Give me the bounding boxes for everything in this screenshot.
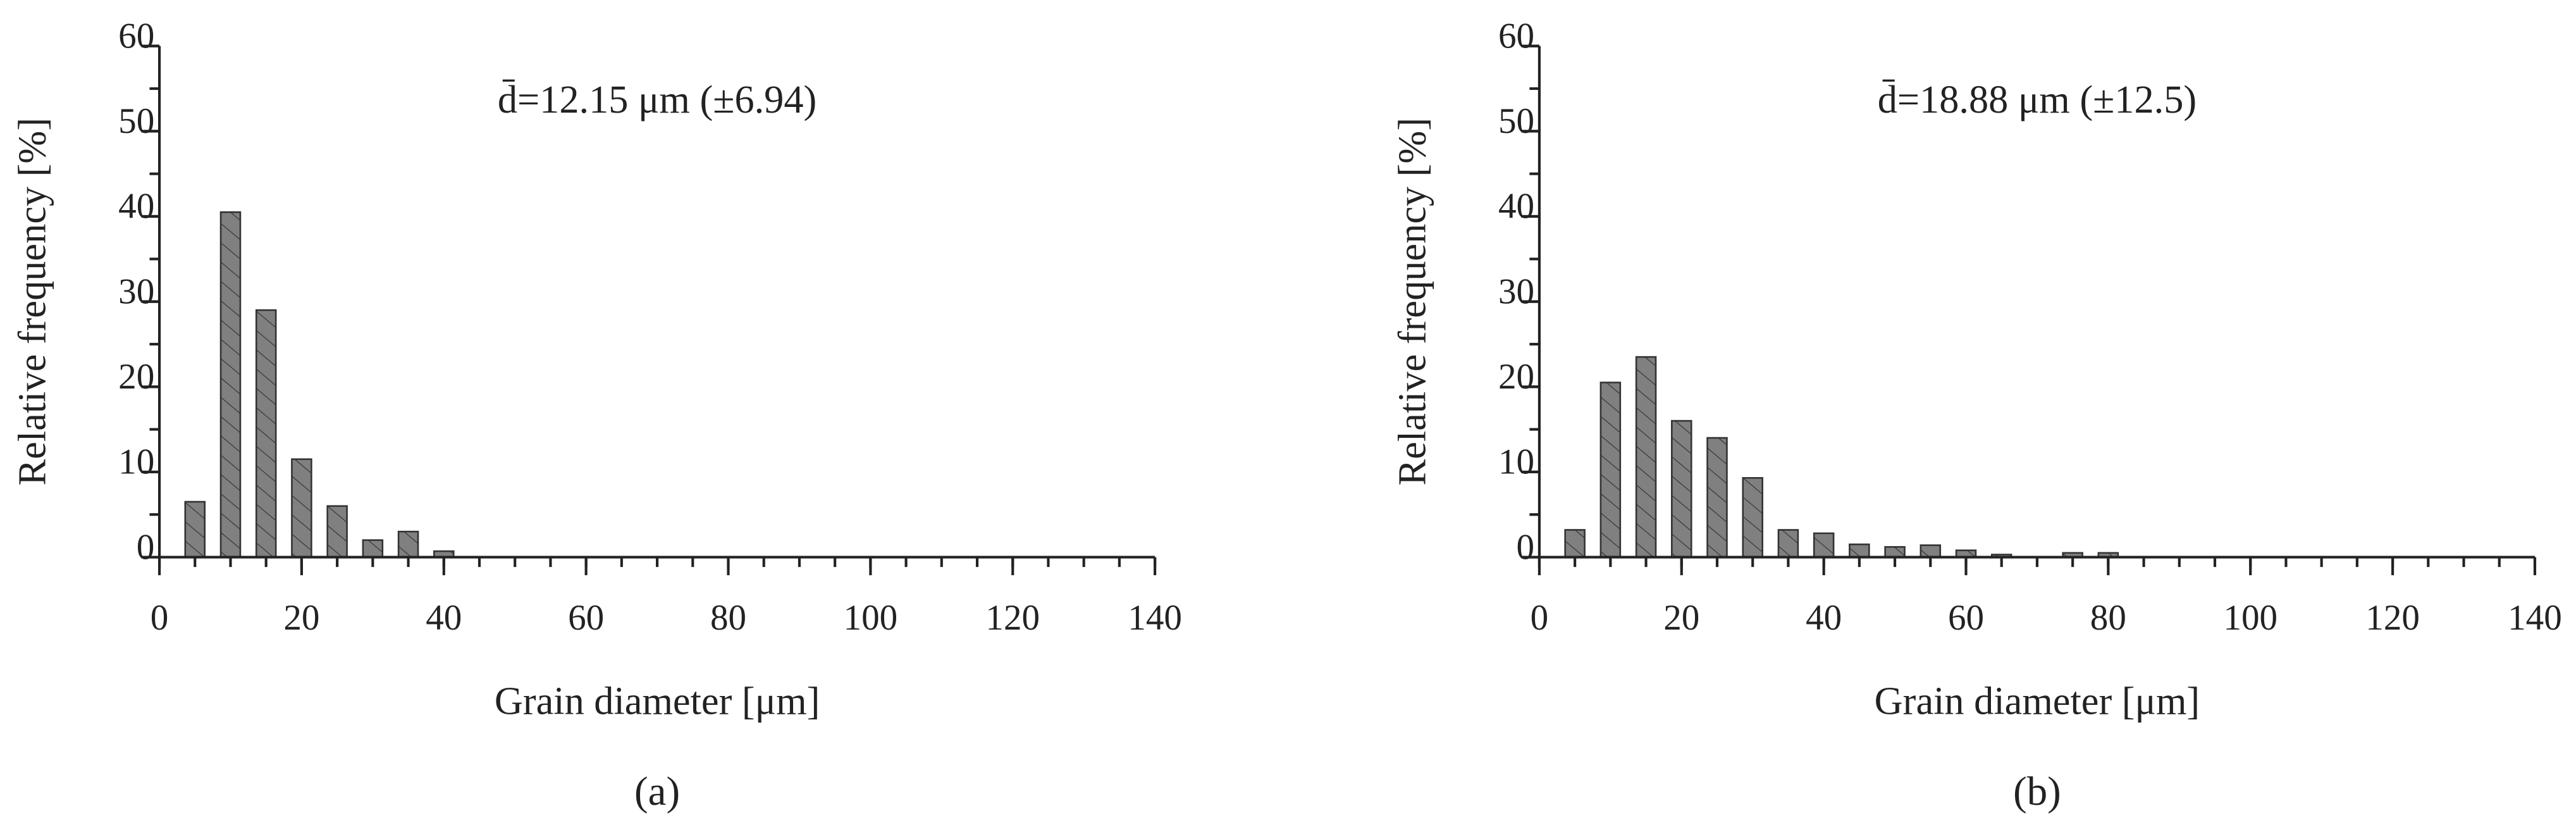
bar-hatch	[1565, 530, 1585, 557]
x-axis-label: Grain diameter [μm]	[495, 680, 820, 723]
bar-hatch	[292, 459, 312, 557]
bar-hatch	[362, 540, 383, 557]
y-tick-label: 30	[118, 271, 154, 311]
bar-hatch	[1600, 382, 1620, 557]
x-tick-label: 120	[2365, 598, 2420, 638]
bar-hatch	[1672, 421, 1692, 557]
y-tick-label: 0	[1517, 527, 1535, 567]
y-axis-label: Relative frequency [%]	[11, 118, 54, 485]
y-tick-label: 20	[1498, 357, 1534, 397]
x-tick-label: 140	[2508, 598, 2562, 638]
y-tick-label: 60	[118, 16, 154, 56]
x-tick-label: 40	[1806, 598, 1842, 638]
bar-hatch	[327, 506, 347, 557]
bar-hatch	[1885, 547, 1905, 557]
panel-label: (b)	[2013, 769, 2061, 814]
bar-hatch	[1849, 544, 1870, 557]
x-tick-label: 120	[985, 598, 1040, 638]
y-tick-label: 40	[118, 187, 154, 227]
bar-hatch	[1742, 478, 1763, 557]
x-tick-label: 60	[568, 598, 604, 638]
bar-hatch	[256, 310, 276, 557]
bar-hatch	[221, 212, 240, 557]
y-tick-label: 60	[1498, 16, 1534, 56]
x-tick-label: 60	[1948, 598, 1984, 638]
bar-hatch	[434, 551, 454, 557]
bar-hatch	[1707, 438, 1727, 557]
y-tick-label: 30	[1498, 271, 1534, 311]
panel-label: (a)	[634, 769, 680, 814]
x-tick-label: 80	[710, 598, 746, 638]
y-tick-label: 10	[1498, 442, 1534, 482]
y-tick-label: 50	[1498, 101, 1534, 141]
y-tick-label: 0	[137, 527, 155, 567]
y-tick-label: 10	[118, 442, 154, 482]
x-tick-label: 20	[283, 598, 319, 638]
bar-hatch	[1814, 533, 1834, 557]
x-axis-label: Grain diameter [μm]	[1875, 680, 2200, 723]
x-tick-label: 140	[1128, 598, 1182, 638]
x-tick-label: 100	[2223, 598, 2277, 638]
x-tick-label: 0	[151, 598, 169, 638]
bar-hatch	[1778, 530, 1798, 557]
bar-hatch	[2062, 552, 2083, 557]
bar-hatch	[1956, 550, 1976, 557]
x-tick-label: 80	[2090, 598, 2126, 638]
panel: 0 20 40 60 80 100 120 140 0 10 20 30 40 50 60 d̄=12.15 …	[11, 16, 1182, 814]
x-tick-label: 40	[426, 598, 462, 638]
panel: 0 20 40 60 80 100 120 140 0 10 20 30 40 50 60 d̄=18.88 …	[1390, 16, 2561, 814]
annotation: d̄=12.15 μm (±6.94)	[498, 78, 817, 121]
y-tick-label: 40	[1498, 187, 1534, 227]
x-tick-label: 20	[1663, 598, 1699, 638]
annotation: d̄=18.88 μm (±12.5)	[1878, 78, 2197, 121]
y-tick-label: 20	[118, 357, 154, 397]
bar-hatch	[185, 502, 205, 557]
y-axis-label: Relative frequency [%]	[1390, 118, 1434, 485]
y-tick-label: 50	[118, 101, 154, 141]
bar-hatch	[1920, 545, 1940, 557]
bar-hatch	[1636, 357, 1656, 557]
bar-hatch	[2098, 552, 2118, 557]
x-tick-label: 100	[844, 598, 898, 638]
x-tick-label: 0	[1531, 598, 1549, 638]
bar-hatch	[398, 531, 419, 557]
